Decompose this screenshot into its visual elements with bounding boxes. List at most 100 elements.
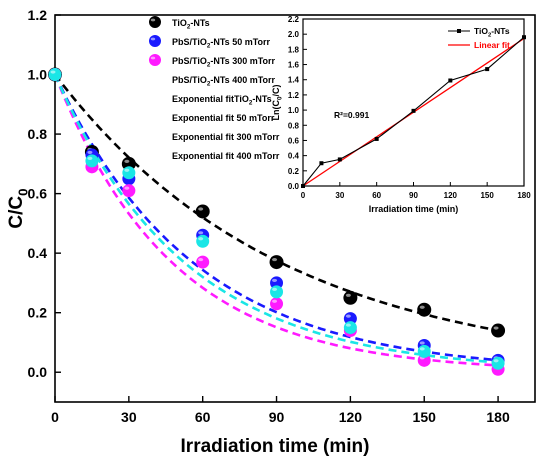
data-point-series-2 xyxy=(270,297,284,311)
inset-legend-marker xyxy=(457,29,461,33)
plot-frame xyxy=(54,14,536,403)
inset-y-tick-label: 1.2 xyxy=(288,91,300,100)
data-point-series-3 xyxy=(85,154,99,168)
data-point-highlight xyxy=(419,305,425,309)
data-point-highlight xyxy=(345,293,351,297)
inset-data-point xyxy=(522,35,526,40)
legend-marker-highlight xyxy=(150,18,156,22)
legend-marker-highlight xyxy=(150,37,156,41)
inset-x-tick-label: 30 xyxy=(335,191,344,200)
legend-label-1: PbS/TiO2-NTs 50 mTorr xyxy=(172,37,271,50)
data-point-highlight xyxy=(50,70,56,74)
data-point-series-3 xyxy=(343,321,357,335)
legend-label-3: PbS/TiO2-NTs 400 mTorr xyxy=(172,75,276,88)
data-point-highlight xyxy=(272,278,278,283)
inset-y-tick-label: 1.0 xyxy=(288,106,300,115)
inset-y-tick-label: 2.0 xyxy=(288,30,300,39)
inset-y-tick-label: 2.2 xyxy=(288,15,300,24)
inset-y-axis-label: Ln(C0/C) xyxy=(271,84,284,120)
data-point-series-2 xyxy=(196,255,210,269)
inset-y-tick-label: 0.0 xyxy=(288,182,300,191)
inset-r-squared-annotation: R²=0.991 xyxy=(334,110,369,120)
data-point-series-3 xyxy=(270,285,284,299)
data-point-highlight xyxy=(272,299,278,303)
y-axis-label: C/C0 xyxy=(6,188,31,228)
y-tick-label: 1.2 xyxy=(28,7,48,23)
data-point-highlight xyxy=(493,326,499,330)
data-point-highlight xyxy=(87,156,93,160)
y-tick-label: 0.0 xyxy=(28,364,48,380)
inset-data-point xyxy=(411,108,416,113)
inset-x-tick-label: 180 xyxy=(517,191,531,200)
data-point-series-2 xyxy=(122,184,136,198)
inset-y-tick-label: 1.4 xyxy=(288,76,300,85)
fit-curve-3 xyxy=(53,73,499,364)
data-point-highlight xyxy=(345,323,351,327)
inset-data-point xyxy=(337,157,342,162)
legend-marker-0 xyxy=(149,16,161,28)
inset-legend-label-series: TiO2-NTs xyxy=(474,26,510,39)
legend-label-0: TiO2-NTs xyxy=(172,18,210,31)
inset-x-tick-label: 120 xyxy=(444,191,458,200)
inset-y-tick-label: 1.6 xyxy=(288,61,300,70)
legend: TiO2-NTs PbS/TiO2-NTs 50 mTorr PbS/TiO2-NT… xyxy=(149,16,280,161)
data-point-series-3 xyxy=(122,166,136,180)
data-point-series-3 xyxy=(196,234,210,248)
legend-marker-highlight xyxy=(150,56,156,60)
data-point-highlight xyxy=(272,257,278,262)
inset-data-line xyxy=(302,36,525,187)
data-point-highlight xyxy=(198,231,204,235)
inset-data-point xyxy=(448,78,453,83)
data-point-series-0 xyxy=(343,290,358,305)
y-tick-label: 1.0 xyxy=(28,67,48,83)
data-point-series-0 xyxy=(417,302,432,317)
data-point-highlight xyxy=(198,257,204,262)
inset-data-point xyxy=(485,67,490,72)
x-tick-label: 60 xyxy=(195,409,211,425)
inset-x-tick-label: 150 xyxy=(480,191,494,200)
data-point-highlight xyxy=(419,341,425,345)
data-point-highlight xyxy=(198,207,204,211)
data-point-highlight xyxy=(419,347,425,351)
data-point-series-3 xyxy=(48,68,62,82)
data-point-series-3 xyxy=(491,356,505,370)
inset-x-tick-label: 90 xyxy=(409,191,418,200)
x-axis-label: Irradiation time (min) xyxy=(181,436,370,457)
inset-x-tick-label: 0 xyxy=(301,191,306,200)
y-tick-label: 0.8 xyxy=(28,126,48,142)
y-tick-label: 0.2 xyxy=(28,305,48,321)
data-point-series-0 xyxy=(491,323,506,338)
y-tick-label: 0.6 xyxy=(28,186,48,202)
inset-data-point xyxy=(301,184,305,188)
data-point-highlight xyxy=(272,287,278,291)
x-tick-label: 180 xyxy=(486,409,510,425)
inset-legend-label-fit: Linear fit xyxy=(474,40,510,50)
data-point-series-0 xyxy=(195,204,210,219)
inset-y-tick-label: 0.2 xyxy=(288,167,300,176)
x-tick-label: 150 xyxy=(413,409,437,425)
legend-label-7: Exponential fit 400 mTorr xyxy=(172,151,280,161)
inset-x-tick-label: 60 xyxy=(372,191,381,200)
data-point-highlight xyxy=(124,159,130,163)
inset-x-axis-label: Irradiation time (min) xyxy=(369,204,459,214)
legend-label-5: Exponential fit 50 mTorr xyxy=(172,113,275,123)
inset-y-tick-label: 0.8 xyxy=(288,121,300,130)
x-tick-label: 90 xyxy=(269,409,285,425)
legend-label-6: Exponential fit 300 mTorr xyxy=(172,132,280,142)
data-point-highlight xyxy=(493,359,499,363)
inset-data-point xyxy=(374,136,379,141)
data-point-highlight xyxy=(87,150,93,155)
data-point-highlight xyxy=(198,237,204,241)
inset-chart: 0 30 60 90 120 150 180 0.0 0.2 0.4 0.6 0.8 1.0 1.2 1.4… xyxy=(271,15,531,214)
inset-y-tick-label: 0.6 xyxy=(288,136,300,145)
legend-marker-1 xyxy=(149,35,161,47)
legend-label-4: Exponential fitTiO2-NTs xyxy=(172,94,272,107)
data-point-series-3 xyxy=(417,344,431,358)
x-tick-label: 30 xyxy=(121,409,137,425)
x-tick-label: 0 xyxy=(51,409,59,425)
inset-data-point xyxy=(319,161,324,166)
inset-y-tick-label: 0.4 xyxy=(288,152,300,161)
data-point-highlight xyxy=(124,186,130,190)
